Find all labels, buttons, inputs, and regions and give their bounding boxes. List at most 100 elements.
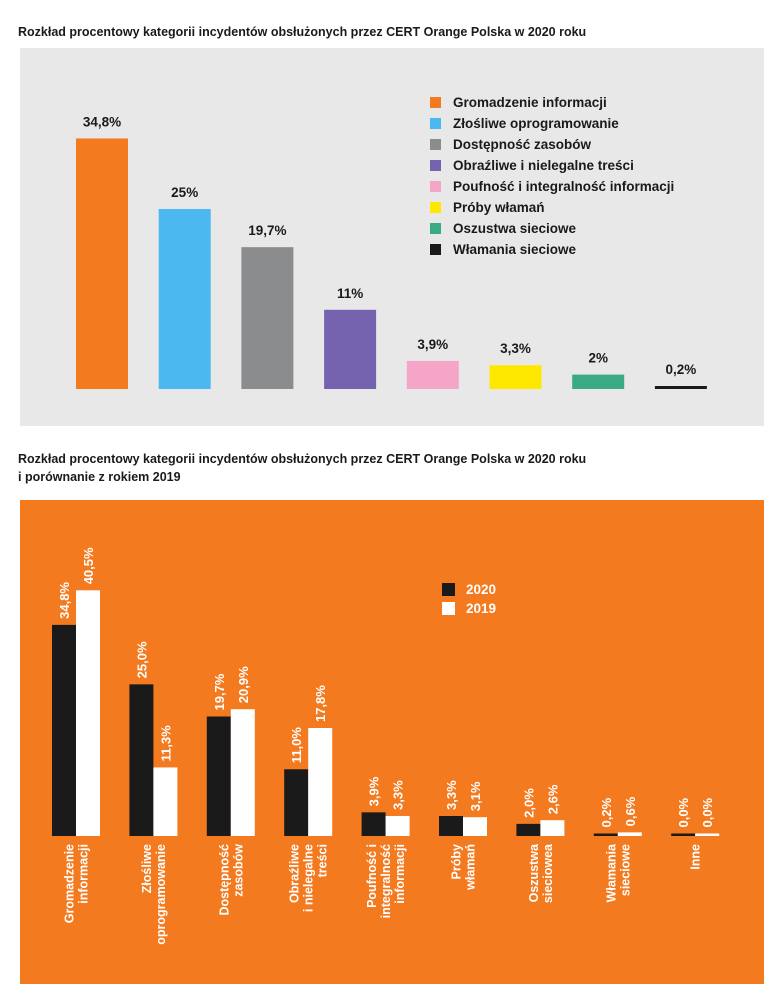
legend-label: Próby włamań — [453, 200, 545, 215]
value-label-oszustwa-sieciowe: 2% — [588, 351, 608, 366]
value-label-2019-poufnosc-i-integralnosc-informacji: 3,3% — [391, 780, 406, 810]
chart2-title-line-1: Rozkład procentowy kategorii incydentów … — [18, 452, 587, 466]
category-label-dostepnosc-zasobow-line-2: zasobów — [231, 844, 245, 897]
bar-proby-wlaman — [489, 365, 542, 389]
legend-item-zlosliwe-oprogramowanie: Złośliwe oprogramowanie — [430, 113, 674, 134]
legend-item-wlamania-sieciowe: Włamania sieciowe — [430, 239, 674, 260]
category-label-wlamania-sieciowe-line-2: sieciowe — [618, 844, 632, 896]
legend-swatch — [430, 160, 441, 171]
bar-2019-obrazliwe-i-nielegalne-tresci — [308, 728, 333, 836]
legend-swatch — [430, 139, 441, 150]
value-label-2020-wlamania-sieciowe: 0,2% — [599, 797, 614, 827]
bar-2020-oszustwa-sieciowea — [516, 823, 541, 836]
value-label-poufnosc-i-integralnosc-informacji: 3,9% — [417, 337, 448, 352]
legend-label: 2019 — [466, 601, 497, 616]
value-label-dostepnosc-zasobow: 19,7% — [248, 223, 286, 238]
legend-label: Oszustwa sieciowe — [453, 221, 577, 236]
legend-swatch — [442, 602, 455, 615]
chart1-legend: Gromadzenie informacji Złośliwe oprogramo… — [430, 92, 674, 260]
bar-2020-proby-wlaman — [439, 815, 463, 836]
legend-swatch — [430, 202, 441, 213]
legend-item-2020: 2020 — [442, 580, 496, 599]
chart2-panel: 34,8% 40,5% Gromadzenie informacji 25,0% 11,3… — [20, 500, 764, 984]
value-label-proby-wlaman: 3,3% — [500, 341, 531, 356]
value-label-2020-inne: 0,0% — [676, 797, 691, 827]
bar-gromadzenie-informacji — [76, 138, 128, 389]
value-label-2020-zlosliwe-oprogramowanie: 25,0% — [134, 641, 149, 678]
value-label-2020-obrazliwe-i-nielegalne-tresci: 11,0% — [289, 727, 304, 764]
value-label-2020-gromadzenie-informacji: 34,8% — [57, 582, 72, 619]
bar-poufnosc-i-integralnosc-informacji — [406, 360, 459, 389]
legend-item-oszustwa-sieciowe: Oszustwa sieciowe — [430, 218, 674, 239]
value-label-2019-obrazliwe-i-nielegalne-tresci: 17,8% — [313, 685, 328, 722]
legend-swatch — [430, 181, 441, 192]
category-label-obrazliwe-i-nielegalne-tresci-line-3: treści — [316, 844, 330, 877]
value-label-2020-poufnosc-i-integralnosc-informacji: 3,9% — [367, 776, 382, 806]
legend-swatch — [430, 223, 441, 234]
category-label-poufnosc-i-integralnosc-informacji-line-1: Poufność i — [365, 844, 379, 908]
category-label-obrazliwe-i-nielegalne-tresci-line-1: Obraźliwe — [288, 844, 302, 903]
bar-2019-oszustwa-sieciowea — [540, 820, 565, 836]
bar-2020-dostepnosc-zasobow — [206, 716, 231, 836]
legend-label: Obraźliwe i nielegalne treści — [453, 158, 634, 173]
chart2-title: Rozkład procentowy kategorii incydentów … — [18, 450, 586, 486]
category-label-zlosliwe-oprogramowanie-line-2: oprogramowanie — [154, 844, 168, 945]
bar-obrazliwe-i-nielegalne-tresci — [324, 309, 377, 389]
chart2-legend: 2020 2019 — [442, 580, 496, 618]
value-label-2019-inne: 0,0% — [700, 797, 715, 827]
category-label-zlosliwe-oprogramowanie-line-1: Złośliwe — [140, 844, 154, 893]
value-label-2019-gromadzenie-informacji: 40,5% — [81, 547, 96, 584]
chart2-title-line-2: i porównanie z rokiem 2019 — [18, 470, 181, 484]
bar-wlamania-sieciowe — [654, 386, 707, 389]
bar-2019-inne — [695, 833, 720, 836]
legend-item-proby-wlaman: Próby włamań — [430, 197, 674, 218]
legend-item-obrazliwe-i-nielegalne-tresci: Obraźliwe i nielegalne treści — [430, 155, 674, 176]
bar-2019-dostepnosc-zasobow — [230, 709, 255, 836]
value-label-gromadzenie-informacji: 34,8% — [83, 114, 121, 129]
chart1-title: Rozkład procentowy kategorii incydentów … — [18, 25, 587, 39]
bar-2020-inne — [671, 833, 696, 836]
category-label-gromadzenie-informacji-line-2: informacji — [77, 844, 91, 904]
value-label-zlosliwe-oprogramowanie: 25% — [171, 185, 198, 200]
legend-swatch — [430, 97, 441, 108]
legend-label: Gromadzenie informacji — [453, 95, 607, 110]
bar-oszustwa-sieciowe — [572, 374, 625, 389]
value-label-2020-dostepnosc-zasobow: 19,7% — [212, 673, 227, 710]
chart1-panel: 34,8% 25% 19,7% 11% 3,9% 3,3% 2% 0,2% Gromadzen… — [20, 48, 764, 426]
category-label-gromadzenie-informacji-line-1: Gromadzenie — [63, 844, 77, 923]
legend-swatch — [430, 244, 441, 255]
category-label-oszustwa-sieciowea-line-1: Oszustwa — [527, 843, 541, 902]
chart2-plot: 34,8%40,5%Gromadzenie informacji25,0%11,3… — [52, 547, 720, 945]
value-label-2019-zlosliwe-oprogramowanie: 11,3% — [158, 725, 173, 762]
value-label-2019-wlamania-sieciowe: 0,6% — [623, 796, 638, 826]
legend-label: Poufność i integralność informacji — [453, 179, 675, 194]
value-label-2020-oszustwa-sieciowea: 2,0% — [521, 788, 536, 818]
category-label-proby-wlaman-line-2: włamań — [464, 844, 478, 891]
category-label-inne-line-1: Inne — [689, 844, 703, 870]
legend-swatch — [442, 583, 455, 596]
value-label-2019-dostepnosc-zasobow: 20,9% — [236, 666, 251, 703]
legend-item-gromadzenie-informacji: Gromadzenie informacji — [430, 92, 674, 113]
category-label-dostepnosc-zasobow-line-1: Dostępność — [217, 844, 231, 916]
bar-2020-gromadzenie-informacji — [52, 624, 76, 836]
bar-zlosliwe-oprogramowanie — [158, 209, 211, 389]
category-label-poufnosc-i-integralnosc-informacji-line-2: integralność — [379, 844, 393, 918]
category-label-proby-wlaman-line-1: Próby — [450, 844, 464, 879]
category-label-oszustwa-sieciowea-line-2: sieciowea — [541, 843, 555, 903]
legend-item-2019: 2019 — [442, 599, 496, 618]
bar-2020-wlamania-sieciowe — [593, 833, 618, 836]
bar-2019-poufnosc-i-integralnosc-informacji — [385, 815, 410, 836]
bar-2019-proby-wlaman — [463, 817, 487, 836]
legend-label: Złośliwe oprogramowanie — [453, 116, 619, 131]
legend-label: Dostępność zasobów — [453, 137, 592, 152]
value-label-wlamania-sieciowe: 0,2% — [666, 362, 697, 377]
bar-2019-wlamania-sieciowe — [617, 832, 642, 836]
legend-item-poufnosc-i-integralnosc-informacji: Poufność i integralność informacji — [430, 176, 674, 197]
bar-2019-zlosliwe-oprogramowanie — [153, 767, 178, 836]
value-label-obrazliwe-i-nielegalne-tresci: 11% — [337, 286, 363, 301]
bar-dostepnosc-zasobow — [241, 247, 294, 389]
value-label-2020-proby-wlaman: 3,3% — [444, 780, 459, 810]
bar-2020-poufnosc-i-integralnosc-informacji — [361, 812, 386, 836]
category-label-poufnosc-i-integralnosc-informacji-line-3: informacji — [393, 844, 407, 904]
legend-label: Włamania sieciowe — [453, 242, 577, 257]
